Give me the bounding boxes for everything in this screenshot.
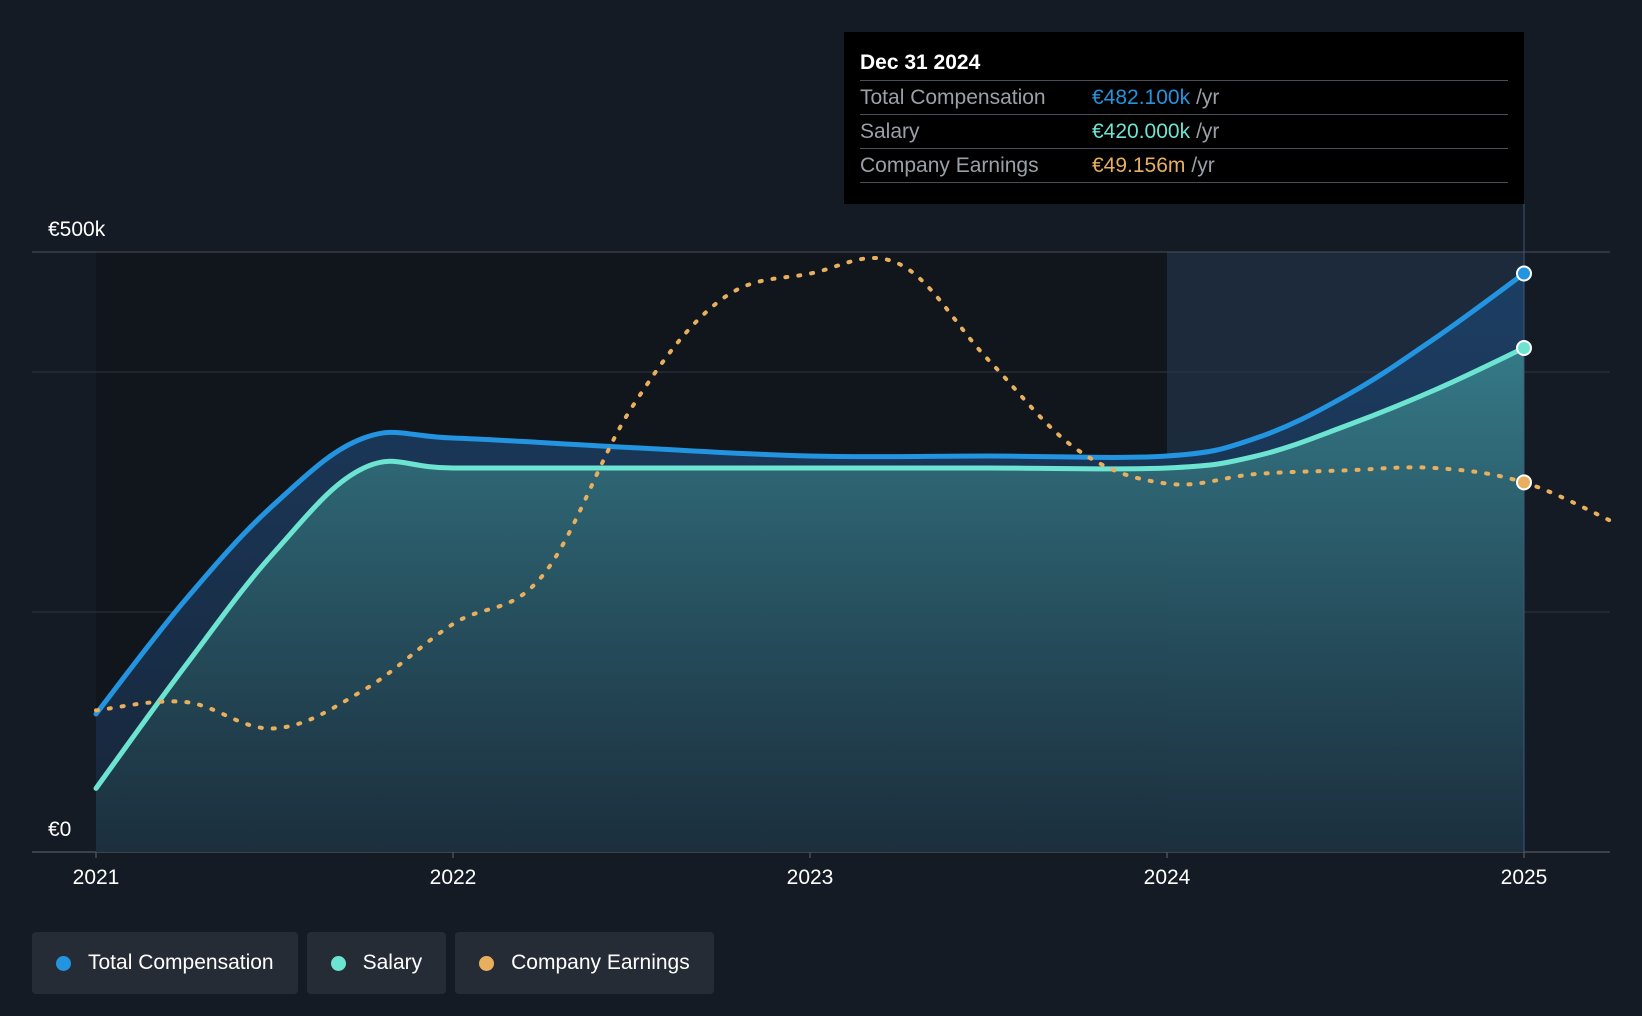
legend-dot-icon bbox=[479, 955, 495, 971]
x-tick-label: 2024 bbox=[1144, 866, 1191, 889]
legend-item-total-compensation[interactable]: Total Compensation bbox=[32, 932, 298, 994]
tooltip-unit: /yr bbox=[1196, 120, 1220, 143]
tooltip-value: €420.000k bbox=[1092, 120, 1191, 143]
total-compensation-marker bbox=[1516, 265, 1532, 282]
legend-label: Salary bbox=[362, 951, 423, 974]
tooltip-label: Total Compensation bbox=[860, 86, 1046, 109]
tooltip-unit: /yr bbox=[1191, 154, 1215, 177]
y-tick-label: €500k bbox=[48, 218, 106, 241]
salary-line bbox=[93, 345, 1527, 791]
tooltip-date: Dec 31 2024 bbox=[860, 48, 1508, 81]
x-tick-label: 2021 bbox=[73, 866, 120, 889]
tooltip-row-salary: Salary €420.000k /yr bbox=[860, 115, 1508, 149]
tooltip-unit: /yr bbox=[1196, 86, 1220, 109]
salary-area bbox=[96, 348, 1524, 852]
legend: Total Compensation Salary Company Earnin… bbox=[32, 932, 714, 994]
x-tick-label: 2025 bbox=[1501, 866, 1548, 889]
tooltip-row-company-earnings: Company Earnings €49.156m /yr bbox=[860, 149, 1508, 183]
salary-marker bbox=[1516, 340, 1532, 356]
tooltip-value: €482.100k bbox=[1092, 86, 1191, 109]
x-tick-label: 2022 bbox=[430, 866, 477, 889]
tooltip-row-total-compensation: Total Compensation €482.100k /yr bbox=[860, 81, 1508, 115]
y-tick-label: €0 bbox=[48, 818, 71, 841]
tooltip-label: Salary bbox=[860, 120, 920, 143]
tooltip: Dec 31 2024 Total Compensation €482.100k… bbox=[844, 32, 1524, 204]
company-earnings-line bbox=[94, 255, 1616, 731]
total-compensation-line bbox=[93, 270, 1527, 717]
company-earnings-marker bbox=[1516, 474, 1532, 491]
legend-label: Company Earnings bbox=[511, 951, 690, 974]
legend-dot-icon bbox=[56, 955, 71, 971]
tooltip-value: €49.156m bbox=[1092, 154, 1186, 177]
tooltip-label: Company Earnings bbox=[860, 154, 1039, 177]
legend-item-company-earnings[interactable]: Company Earnings bbox=[455, 932, 714, 994]
x-tick-label: 2023 bbox=[787, 866, 834, 889]
legend-item-salary[interactable]: Salary bbox=[306, 932, 447, 994]
legend-label: Total Compensation bbox=[88, 951, 274, 974]
legend-dot-icon bbox=[330, 955, 346, 971]
